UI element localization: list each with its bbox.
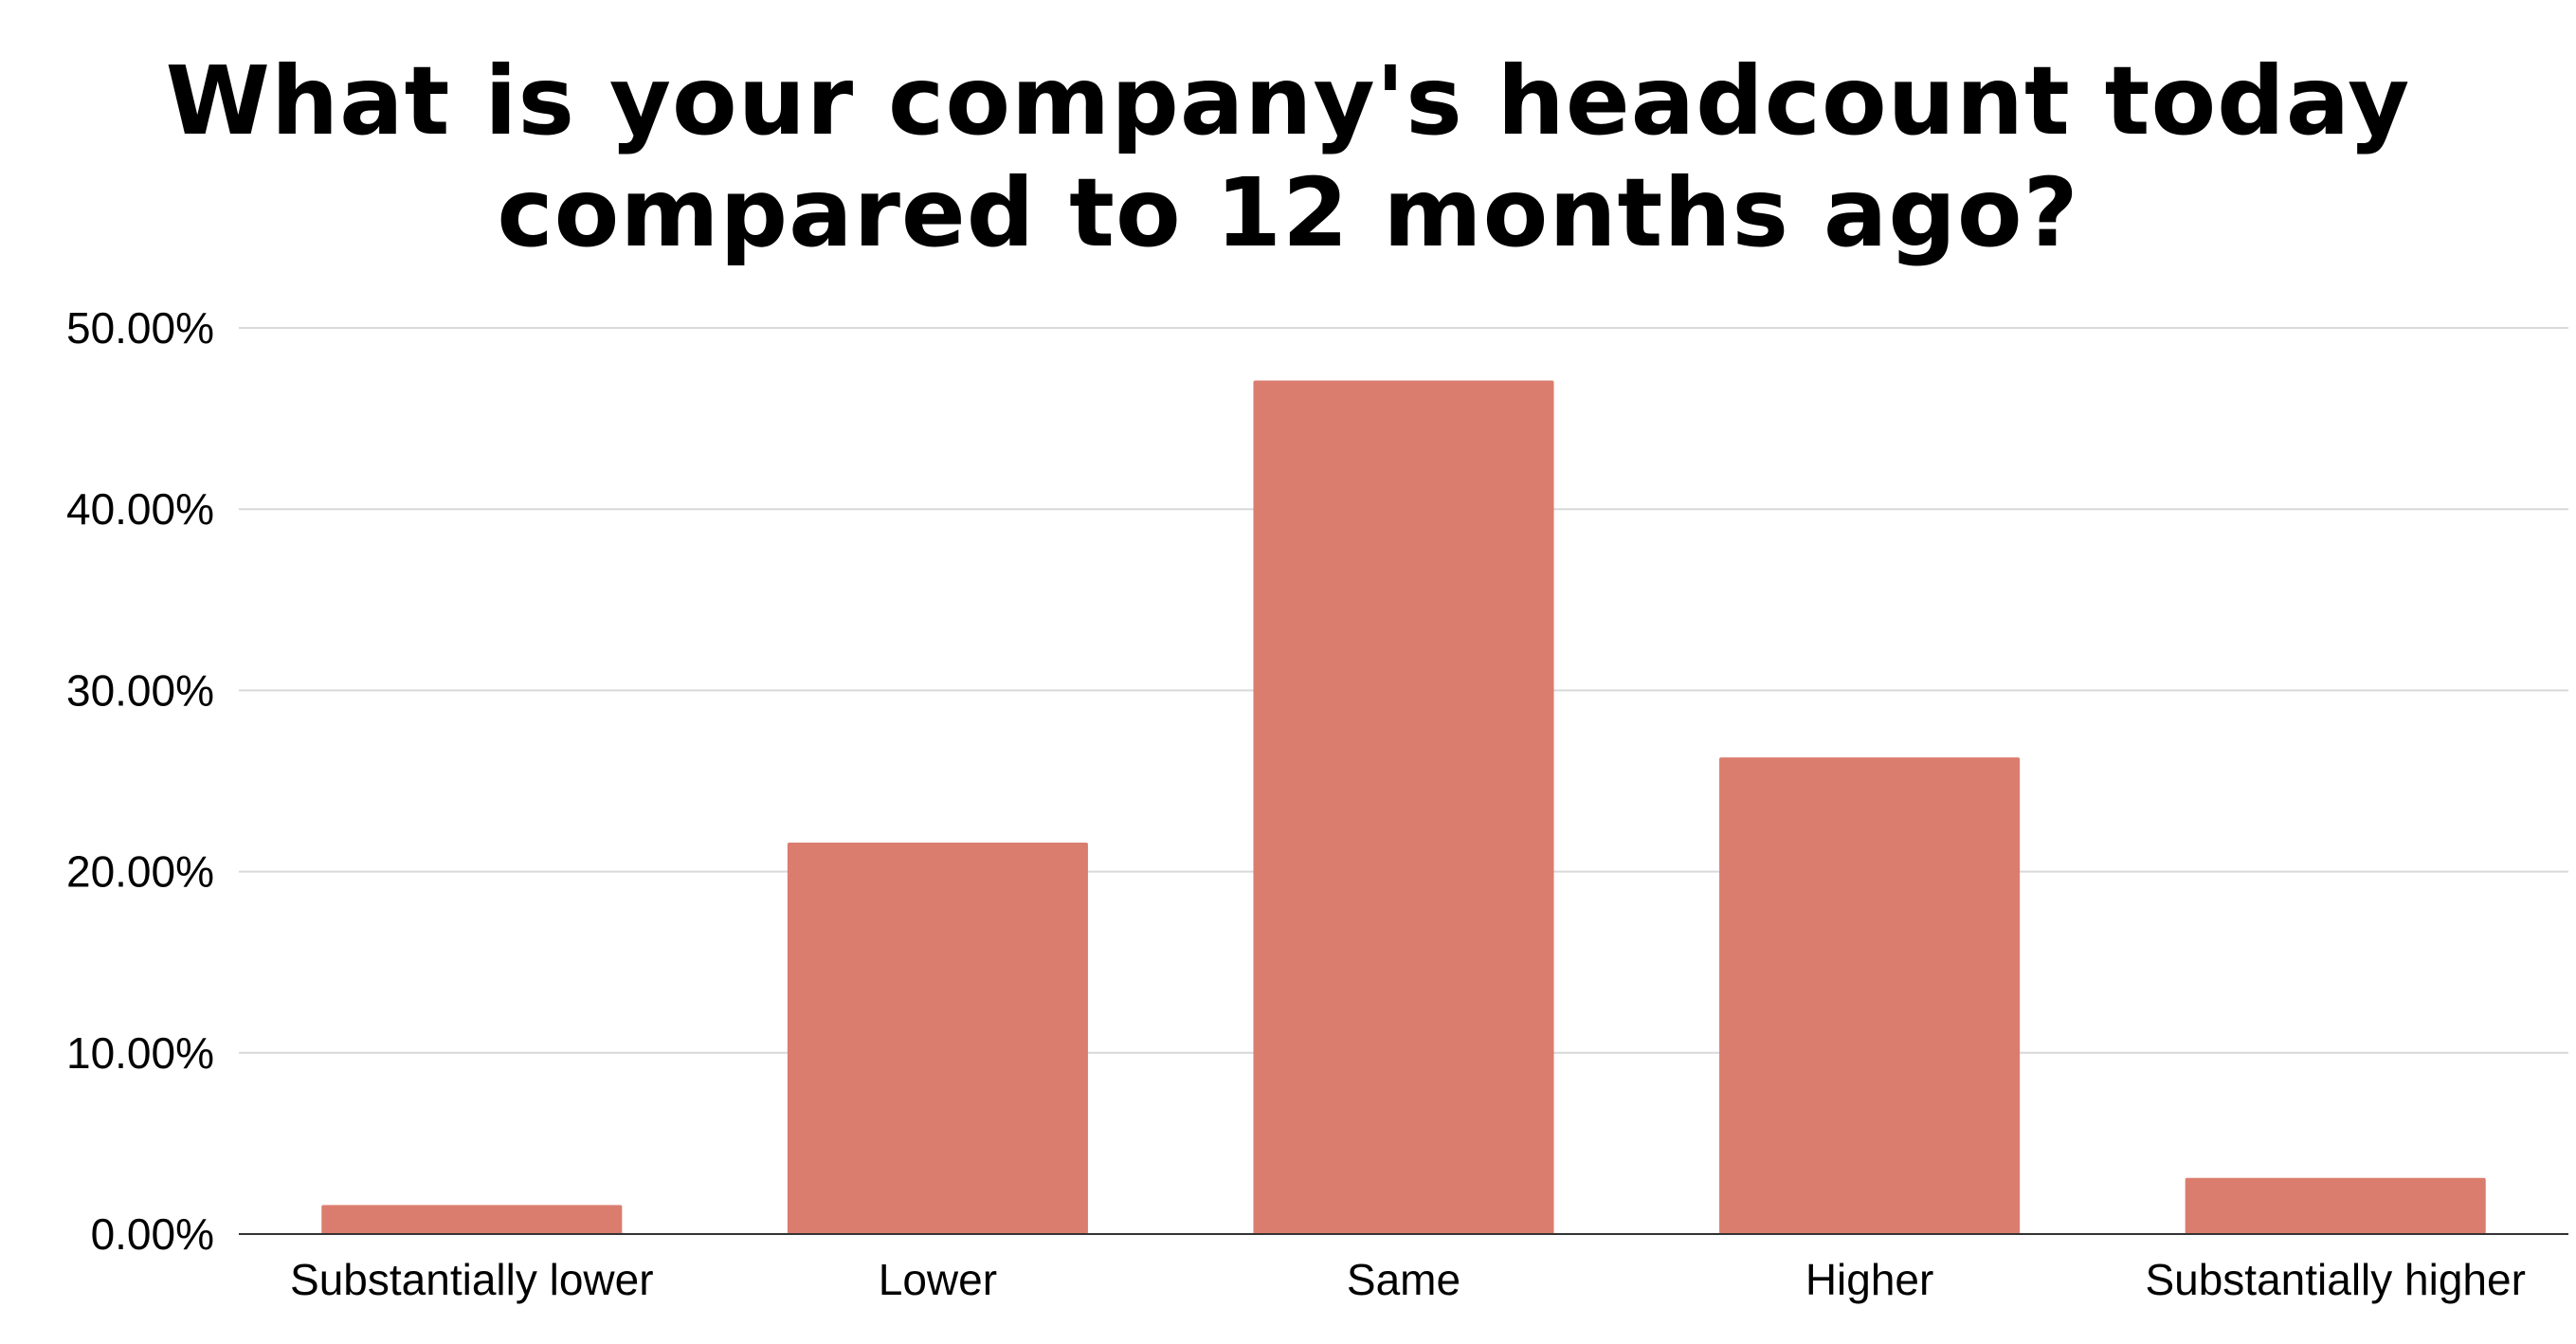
bar-higher: [1719, 757, 2021, 1234]
x-tick-label: Substantially higher: [2145, 1255, 2525, 1304]
bar-substantially-higher: [2185, 1177, 2486, 1234]
y-tick-label: 10.00%: [66, 1028, 214, 1078]
x-axis-ticks: Substantially lower Lower Same Higher Substa…: [290, 1255, 2526, 1304]
chart-title: What is your company's headcount today c…: [165, 45, 2411, 268]
bars: [321, 380, 2486, 1234]
y-tick-label: 30.00%: [66, 665, 214, 715]
bar-substantially-lower: [321, 1205, 623, 1234]
x-tick-label: Same: [1347, 1255, 1460, 1304]
x-tick-label: Higher: [1805, 1255, 1934, 1304]
y-tick-label: 20.00%: [66, 847, 214, 897]
x-tick-label: Substantially lower: [290, 1255, 654, 1304]
bar-same: [1253, 380, 1554, 1234]
x-tick-label: Lower: [879, 1255, 997, 1304]
y-tick-label: 0.00%: [91, 1209, 214, 1259]
y-tick-label: 50.00%: [66, 303, 214, 353]
y-tick-label: 40.00%: [66, 484, 214, 534]
y-axis-ticks: 0.00% 10.00% 20.00% 30.00% 40.00% 50.00%: [66, 303, 214, 1259]
bar-lower: [787, 843, 1088, 1234]
